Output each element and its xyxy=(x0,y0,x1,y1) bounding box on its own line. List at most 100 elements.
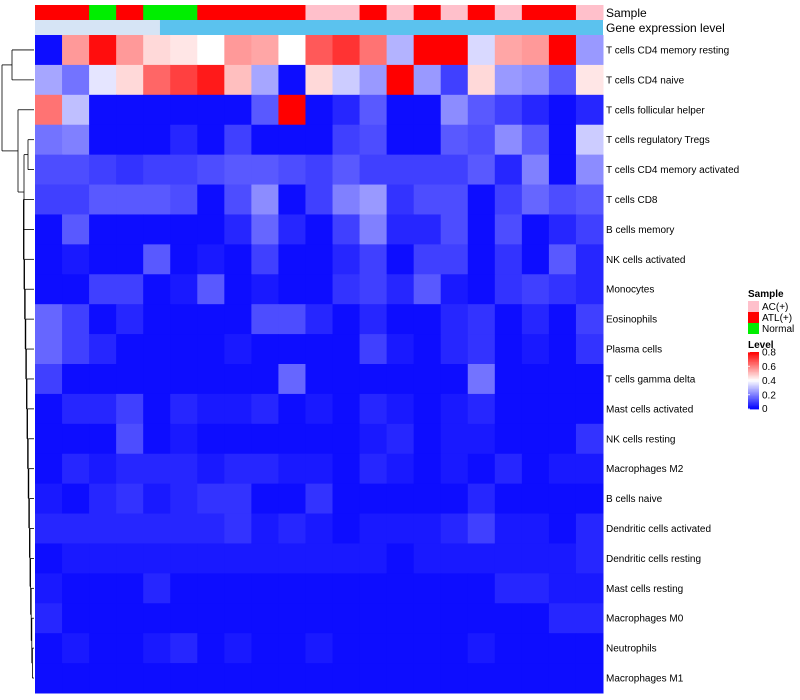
row-label: Macrophages M2 xyxy=(606,464,684,475)
heatmap-cells xyxy=(35,35,604,694)
heatmap-cell xyxy=(89,35,117,66)
heatmap-cell xyxy=(440,364,469,395)
heatmap-cell xyxy=(548,423,577,455)
heatmap-cell xyxy=(143,364,171,395)
heatmap-cell xyxy=(62,364,90,395)
heatmap-cell xyxy=(359,663,388,694)
heatmap-cell xyxy=(278,364,306,395)
heatmap-cell xyxy=(143,513,171,544)
heatmap-cell xyxy=(548,274,577,305)
heatmap-cell xyxy=(35,244,63,275)
heatmap-cell xyxy=(575,603,604,634)
level-legend-gradient-step xyxy=(748,377,759,380)
row-label: T cells CD4 memory activated xyxy=(606,165,739,176)
heatmap-cell xyxy=(440,663,469,694)
heatmap-cell xyxy=(359,124,388,156)
heatmap-cell xyxy=(143,94,171,126)
level-legend-gradient-step xyxy=(748,384,759,387)
heatmap-cell xyxy=(521,483,550,515)
heatmap-cell xyxy=(494,513,523,544)
heatmap-cell xyxy=(62,393,90,425)
heatmap-cell xyxy=(170,483,198,515)
heatmap-cell xyxy=(278,304,306,335)
heatmap-cell xyxy=(35,573,63,604)
heatmap-cell xyxy=(35,35,63,66)
heatmap-cell xyxy=(116,274,144,305)
heatmap-cell xyxy=(197,573,225,604)
heatmap-cell xyxy=(116,304,144,335)
heatmap-cell xyxy=(89,633,117,664)
heatmap-cell xyxy=(440,573,469,604)
heatmap-cell xyxy=(251,663,279,694)
heatmap-cell xyxy=(251,214,279,245)
heatmap-cell xyxy=(548,334,577,365)
heatmap-cell xyxy=(359,244,388,275)
heatmap-cell xyxy=(197,184,225,215)
heatmap-cell xyxy=(143,154,171,186)
heatmap-cell xyxy=(386,483,415,515)
heatmap-cell xyxy=(251,483,279,515)
heatmap-cell xyxy=(197,124,225,156)
heatmap-cell xyxy=(494,573,523,604)
sample-annotation-cell xyxy=(251,5,279,20)
heatmap-cell xyxy=(251,513,279,544)
heatmap-cell xyxy=(332,334,361,365)
heatmap-cell xyxy=(386,633,415,664)
heatmap-cell xyxy=(35,603,63,634)
level-legend-title: Level xyxy=(748,340,774,351)
heatmap-cell xyxy=(548,364,577,395)
sample-legend-swatch xyxy=(748,312,759,323)
heatmap-cell xyxy=(332,35,361,66)
heatmap-cell xyxy=(548,64,577,96)
heatmap-cell xyxy=(197,94,225,126)
level-legend-gradient-step xyxy=(748,404,759,407)
heatmap-cell xyxy=(35,64,63,96)
sample-annotation-cell xyxy=(440,5,469,20)
heatmap-cell xyxy=(89,513,117,544)
heatmap-cell xyxy=(305,453,334,485)
heatmap-cell xyxy=(143,603,171,634)
heatmap-cell xyxy=(224,393,252,425)
heatmap-cell xyxy=(413,304,442,335)
heatmap-cell xyxy=(386,364,415,395)
heatmap-cell xyxy=(305,633,334,664)
heatmap-cell xyxy=(494,633,523,664)
heatmap-cell xyxy=(251,633,279,664)
heatmap-cell xyxy=(359,393,388,425)
row-label: T cells CD4 naive xyxy=(606,75,685,86)
heatmap-cell xyxy=(440,453,469,485)
heatmap-cell xyxy=(143,423,171,455)
heatmap-cell xyxy=(224,513,252,544)
row-label: Mast cells resting xyxy=(606,584,683,595)
heatmap-cell xyxy=(278,453,306,485)
gene-expression-bar-fill xyxy=(159,20,603,35)
heatmap-cell xyxy=(62,423,90,455)
heatmap-cell xyxy=(278,154,306,186)
heatmap-cell xyxy=(494,274,523,305)
heatmap-cell xyxy=(197,603,225,634)
heatmap-cell xyxy=(197,483,225,515)
heatmap-cell xyxy=(440,543,469,574)
heatmap-cell xyxy=(467,94,496,126)
heatmap-cell xyxy=(548,453,577,485)
heatmap-cell xyxy=(278,543,306,574)
heatmap-cell xyxy=(386,64,415,96)
heatmap-cell xyxy=(575,573,604,604)
heatmap-cell xyxy=(143,214,171,245)
heatmap-cell xyxy=(548,154,577,186)
heatmap-cell xyxy=(305,573,334,604)
heatmap-cell xyxy=(467,334,496,365)
heatmap-cell xyxy=(440,334,469,365)
heatmap-cell xyxy=(494,483,523,515)
heatmap-cell xyxy=(251,603,279,634)
heatmap-cell xyxy=(62,334,90,365)
heatmap-cell xyxy=(89,214,117,245)
heatmap-cell xyxy=(89,393,117,425)
row-label: B cells memory xyxy=(606,225,674,236)
heatmap-cell xyxy=(197,304,225,335)
heatmap-cell xyxy=(440,94,469,126)
row-label: Dendritic cells resting xyxy=(606,554,701,565)
heatmap-cell xyxy=(548,304,577,335)
heatmap-cell xyxy=(413,124,442,156)
heatmap-cell xyxy=(332,483,361,515)
